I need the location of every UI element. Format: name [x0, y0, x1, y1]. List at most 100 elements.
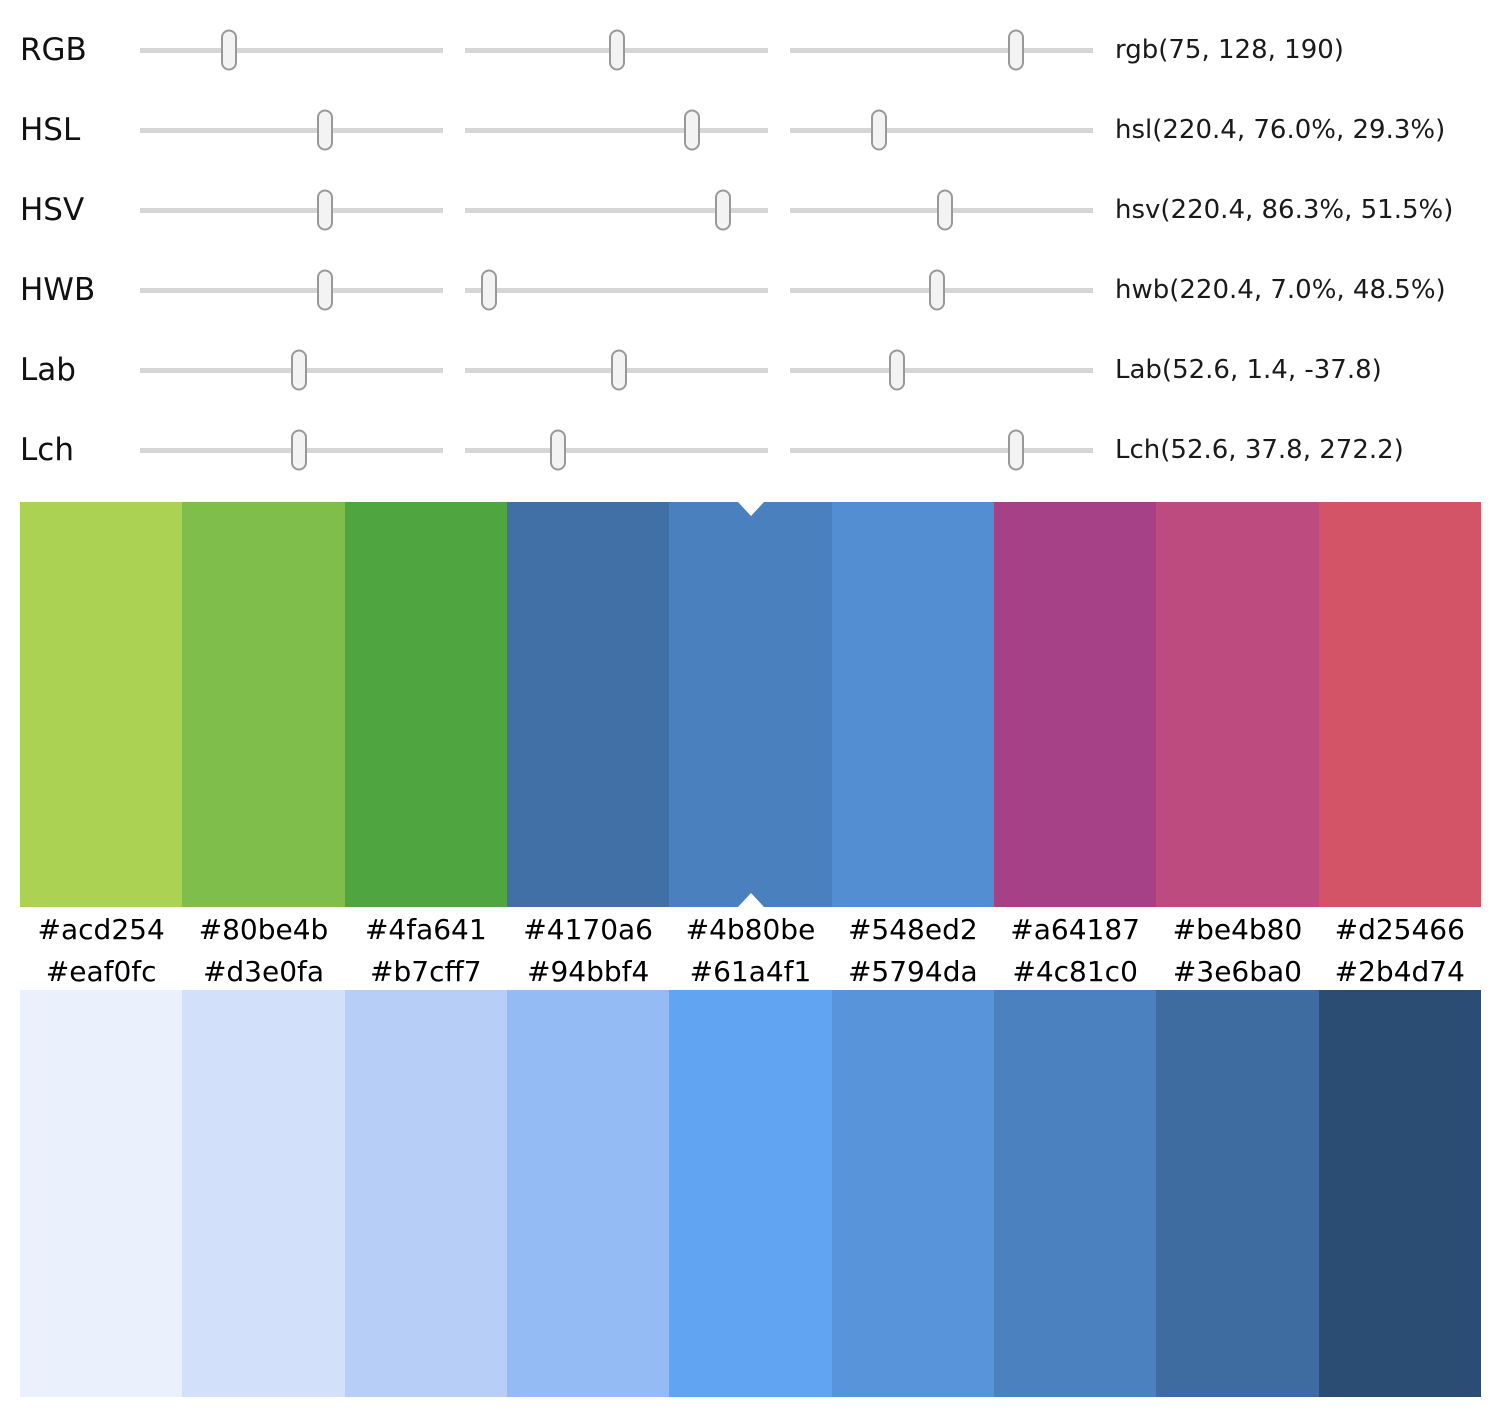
- palette-swatch[interactable]: [1318, 990, 1481, 1397]
- palette-swatch[interactable]: [1156, 502, 1319, 907]
- slider-track[interactable]: [790, 347, 1093, 393]
- slider-track[interactable]: [465, 187, 768, 233]
- palette-swatch[interactable]: [831, 502, 994, 907]
- palette-swatch[interactable]: [831, 990, 994, 1397]
- palette-swatch[interactable]: [182, 502, 345, 907]
- palette-swatch[interactable]: [506, 502, 670, 907]
- hex-label: #61a4f1: [689, 954, 812, 988]
- shade-palette-hex-labels: #eaf0fc #d3e0fa #b7cff7 #94bbf4 #61a4f1 #5794…: [20, 952, 1481, 990]
- color-value-text: hsl(220.4, 76.0%, 29.3%): [1115, 115, 1446, 145]
- slider-track[interactable]: [140, 27, 443, 73]
- palette-swatch[interactable]: [1318, 502, 1481, 907]
- color-slider-panel: RGB rgb(75, 128, 190) HSL hsl(220.4, 76.0%,…: [0, 0, 1501, 490]
- slider-thumb[interactable]: [684, 109, 701, 151]
- slider-track-line: [465, 447, 768, 453]
- slider-thumb[interactable]: [317, 109, 334, 151]
- color-value-text: Lch(52.6, 37.8, 272.2): [1115, 435, 1404, 465]
- slider-track[interactable]: [790, 27, 1093, 73]
- hex-label: #4fa641: [364, 913, 487, 946]
- slider-row-label: HSV: [20, 192, 85, 228]
- slider-track[interactable]: [140, 267, 443, 313]
- slider-row-rgb: RGB rgb(75, 128, 190): [20, 10, 1501, 90]
- hex-label: #d25466: [1334, 913, 1465, 946]
- slider-row-hwb: HWB hwb(220.4, 7.0%, 48.5%): [20, 250, 1501, 330]
- palette-swatch[interactable]: [344, 502, 507, 907]
- slider-thumb[interactable]: [1007, 429, 1024, 471]
- palette-swatch[interactable]: [182, 990, 345, 1397]
- slider-track[interactable]: [140, 107, 443, 153]
- slider-track[interactable]: [140, 347, 443, 393]
- palette-swatch[interactable]: [993, 502, 1157, 907]
- slider-track[interactable]: [790, 107, 1093, 153]
- slider-thumb[interactable]: [889, 349, 906, 391]
- slider-thumb[interactable]: [714, 189, 731, 231]
- slider-track[interactable]: [465, 267, 768, 313]
- palette-swatch[interactable]: [669, 502, 832, 907]
- color-value-text: hsv(220.4, 86.3%, 51.5%): [1115, 195, 1454, 225]
- hex-label: #4b80be: [685, 913, 816, 946]
- slider-track-line: [465, 287, 768, 293]
- slider-track-line: [140, 47, 443, 53]
- slider-row-lch: Lch Lch(52.6, 37.8, 272.2): [20, 410, 1501, 490]
- slider-track[interactable]: [140, 187, 443, 233]
- selected-swatch-notch-top: [737, 502, 764, 516]
- slider-row-hsl: HSL hsl(220.4, 76.0%, 29.3%): [20, 90, 1501, 170]
- slider-thumb[interactable]: [317, 189, 334, 231]
- slider-thumb[interactable]: [870, 109, 887, 151]
- hex-label: #d3e0fa: [202, 954, 325, 988]
- palette-panel: #acd254 #80be4b #4fa641 #4170a6 #4b80be #548e…: [20, 502, 1481, 1397]
- selected-swatch-notch-bottom: [737, 893, 764, 907]
- slider-track[interactable]: [465, 107, 768, 153]
- palette-swatch[interactable]: [669, 990, 832, 1397]
- slider-thumb[interactable]: [1007, 29, 1024, 71]
- palette-swatch[interactable]: [993, 990, 1157, 1397]
- slider-track-line: [790, 47, 1093, 53]
- slider-track[interactable]: [465, 347, 768, 393]
- hex-label: #94bbf4: [526, 954, 650, 988]
- hex-label: #2b4d74: [1334, 954, 1465, 988]
- slider-track[interactable]: [790, 427, 1093, 473]
- hex-label: #4170a6: [523, 913, 653, 946]
- main-palette-strip: [20, 502, 1481, 907]
- slider-thumb[interactable]: [317, 269, 334, 311]
- slider-thumb[interactable]: [550, 429, 567, 471]
- main-palette-hex-labels: #acd254 #80be4b #4fa641 #4170a6 #4b80be #548e…: [20, 907, 1481, 952]
- slider-thumb[interactable]: [936, 189, 953, 231]
- slider-track[interactable]: [140, 427, 443, 473]
- slider-track[interactable]: [465, 427, 768, 473]
- slider-track-line: [140, 207, 443, 213]
- slider-row-label: HWB: [20, 272, 96, 308]
- slider-thumb[interactable]: [928, 269, 945, 311]
- slider-thumb[interactable]: [291, 429, 308, 471]
- palette-swatch[interactable]: [506, 990, 670, 1397]
- palette-swatch[interactable]: [344, 990, 507, 1397]
- hex-label: #4c81c0: [1012, 954, 1138, 988]
- slider-row-label: Lab: [20, 352, 76, 388]
- hex-label: #548ed2: [847, 913, 978, 946]
- slider-track[interactable]: [790, 187, 1093, 233]
- palette-swatch[interactable]: [20, 502, 183, 907]
- slider-row-label: RGB: [20, 32, 87, 68]
- color-value-text: hwb(220.4, 7.0%, 48.5%): [1115, 275, 1446, 305]
- slider-track-line: [465, 207, 768, 213]
- slider-track-line: [790, 367, 1093, 373]
- shade-palette-strip: [20, 990, 1481, 1397]
- palette-swatch[interactable]: [20, 990, 183, 1397]
- hex-label: #be4b80: [1172, 913, 1303, 946]
- hex-label: #acd254: [37, 913, 165, 946]
- slider-thumb[interactable]: [221, 29, 238, 71]
- color-value-text: rgb(75, 128, 190): [1115, 35, 1344, 65]
- palette-swatch[interactable]: [1156, 990, 1319, 1397]
- slider-thumb[interactable]: [481, 269, 498, 311]
- slider-track[interactable]: [465, 27, 768, 73]
- hex-label: #5794da: [847, 954, 978, 988]
- slider-track[interactable]: [790, 267, 1093, 313]
- slider-track-line: [790, 447, 1093, 453]
- slider-thumb[interactable]: [609, 29, 626, 71]
- hex-label: #80be4b: [198, 913, 329, 946]
- hex-label: #a64187: [1010, 913, 1140, 946]
- slider-row-label: Lch: [20, 432, 74, 468]
- slider-row-label: HSL: [20, 112, 81, 148]
- slider-thumb[interactable]: [291, 349, 308, 391]
- slider-thumb[interactable]: [610, 349, 627, 391]
